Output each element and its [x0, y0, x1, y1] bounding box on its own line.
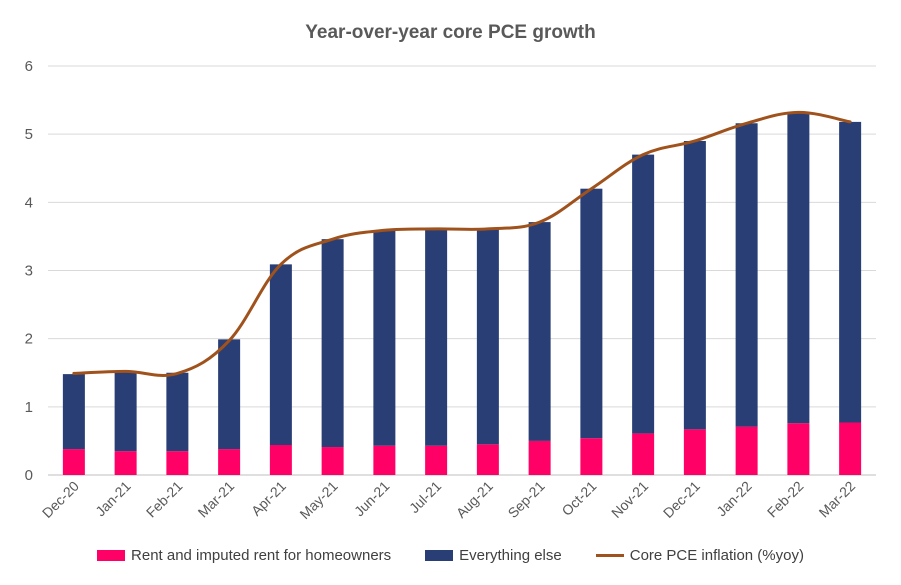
bar-rent-Jan-21[interactable]	[114, 451, 137, 475]
y-tick-label: 6	[25, 58, 33, 75]
legend-label-rent: Rent and imputed rent for homeowners	[131, 547, 392, 564]
bar-everything-else-Aug-21[interactable]	[476, 228, 499, 445]
legend-label-everything-else: Everything else	[459, 547, 562, 564]
y-tick-label: 4	[25, 194, 33, 211]
line-core-pce[interactable]	[72, 110, 852, 377]
legend-item-everything-else[interactable]: Everything else	[425, 547, 562, 564]
bar-everything-else-Nov-21[interactable]	[632, 154, 655, 434]
x-tick-label: Sep-21	[505, 478, 548, 521]
x-tick-label: Oct-21	[558, 478, 599, 519]
x-tick-label: Mar-21	[195, 478, 238, 521]
bar-rent-Jul-21[interactable]	[425, 445, 448, 475]
x-tick-label: Jul-21	[406, 478, 444, 516]
bar-rent-Nov-21[interactable]	[632, 433, 655, 475]
bar-rent-Oct-21[interactable]	[580, 438, 603, 475]
bar-rent-Jan-22[interactable]	[735, 426, 758, 475]
bar-series	[62, 112, 862, 475]
legend-swatch-everything-else	[425, 550, 454, 561]
y-tick-label: 1	[25, 399, 33, 416]
y-tick-label: 3	[25, 263, 33, 280]
x-tick-label: Jan-22	[713, 478, 755, 520]
bar-rent-Aug-21[interactable]	[476, 444, 499, 475]
x-tick-label: Feb-22	[764, 478, 807, 521]
bar-rent-Dec-21[interactable]	[683, 429, 706, 475]
x-axis-tick-labels: Dec-20 Jan-21 Feb-21 Mar-21 Apr-21 May-21 Jun-…	[39, 478, 859, 522]
bar-rent-Mar-22[interactable]	[839, 422, 862, 475]
legend-item-core-pce[interactable]: Core PCE inflation (%yoy)	[595, 547, 804, 564]
bar-everything-else-Sep-21[interactable]	[528, 222, 551, 441]
bar-everything-else-Apr-21[interactable]	[269, 264, 292, 446]
bar-rent-Jun-21[interactable]	[373, 445, 396, 475]
bar-everything-else-Feb-22[interactable]	[787, 112, 810, 424]
x-tick-label: Dec-20	[39, 478, 82, 521]
bar-everything-else-Dec-21[interactable]	[683, 140, 706, 430]
bar-rent-Feb-21[interactable]	[166, 451, 189, 475]
y-tick-label: 2	[25, 331, 33, 348]
x-tick-label: Dec-21	[660, 478, 703, 521]
x-tick-label: Jun-21	[351, 478, 393, 520]
legend-label-core-pce: Core PCE inflation (%yoy)	[629, 547, 804, 564]
line-series	[72, 110, 852, 377]
bar-rent-Mar-21[interactable]	[218, 449, 241, 475]
y-tick-label: 0	[25, 467, 33, 484]
bar-rent-Dec-20[interactable]	[62, 449, 85, 475]
legend-swatch-rent	[97, 550, 126, 561]
bar-everything-else-Feb-21[interactable]	[166, 372, 189, 452]
x-tick-label: Feb-21	[143, 478, 186, 521]
bar-rent-Apr-21[interactable]	[269, 445, 292, 475]
bar-rent-May-21[interactable]	[321, 447, 344, 475]
bar-everything-else-Jun-21[interactable]	[373, 230, 396, 446]
bar-everything-else-Mar-22[interactable]	[839, 121, 862, 423]
legend-item-rent[interactable]: Rent and imputed rent for homeowners	[97, 547, 391, 564]
bar-everything-else-Mar-21[interactable]	[218, 339, 241, 450]
bar-rent-Sep-21[interactable]	[528, 440, 551, 475]
y-tick-label: 5	[25, 126, 33, 143]
bar-rent-Feb-22[interactable]	[787, 423, 810, 475]
x-tick-label: Apr-21	[248, 478, 289, 519]
bar-everything-else-Jan-22[interactable]	[735, 123, 758, 427]
bar-everything-else-Oct-21[interactable]	[580, 188, 603, 439]
y-axis-tick-labels: 0 1 2 3 4 5 6	[25, 58, 33, 484]
bar-everything-else-May-21[interactable]	[321, 239, 344, 448]
x-tick-label: May-21	[296, 478, 340, 522]
x-tick-label: Jan-21	[92, 478, 134, 520]
x-tick-label: Mar-22	[816, 478, 859, 521]
x-tick-label: Aug-21	[453, 478, 496, 521]
x-tick-label: Nov-21	[608, 478, 651, 521]
legend-swatch-core-pce	[595, 554, 624, 557]
bar-everything-else-Jan-21[interactable]	[114, 371, 137, 452]
legend: Rent and imputed rent for homeowners Eve…	[0, 547, 901, 564]
chart-title: Year-over-year core PCE growth	[305, 22, 596, 43]
bar-everything-else-Jul-21[interactable]	[425, 229, 448, 446]
bar-everything-else-Dec-20[interactable]	[62, 374, 85, 450]
